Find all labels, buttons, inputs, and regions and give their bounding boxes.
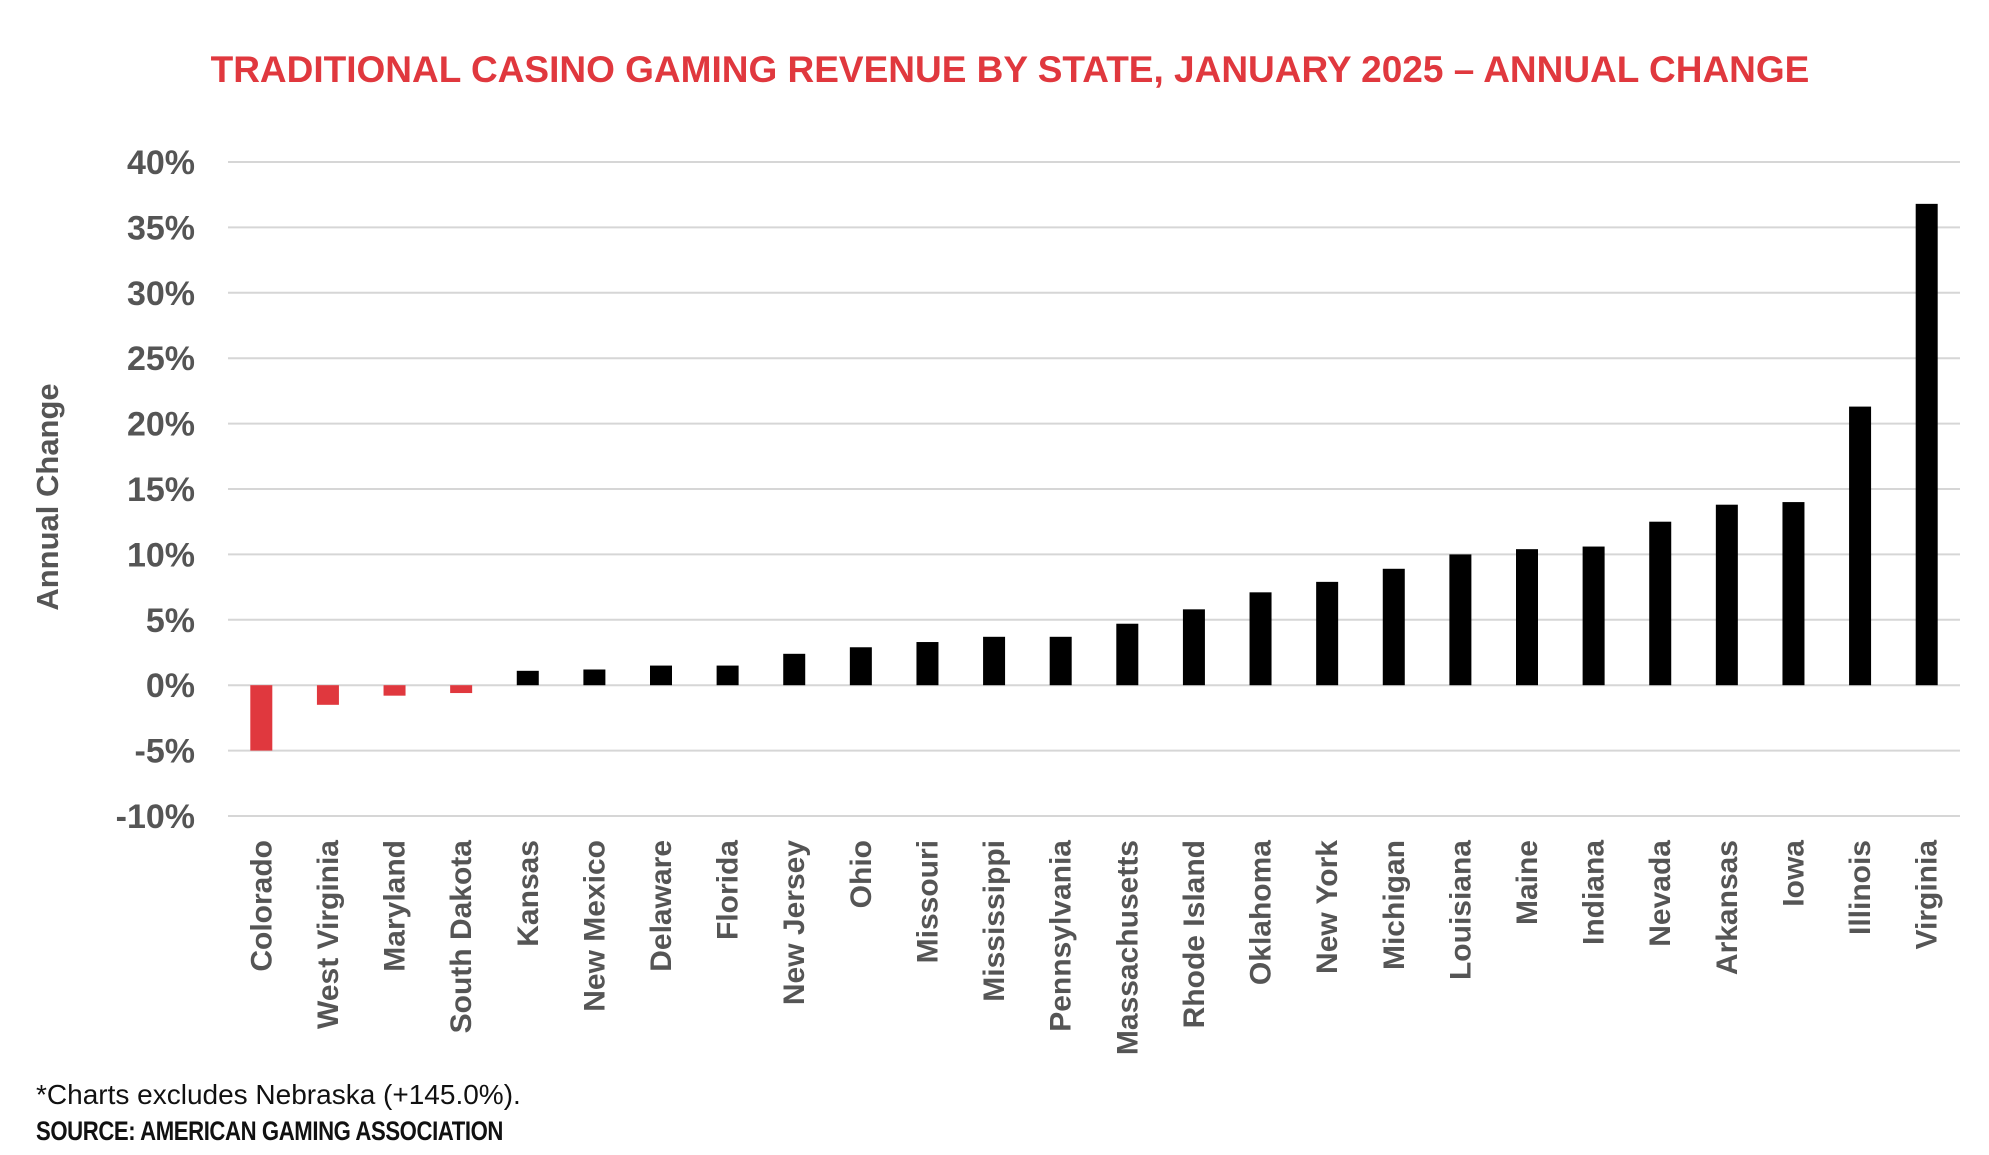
category-label: Nevada xyxy=(1644,840,1677,947)
category-label: Oklahoma xyxy=(1245,840,1278,985)
y-tick-label: 10% xyxy=(127,536,195,574)
category-label: Missouri xyxy=(911,840,944,963)
category-label: Delaware xyxy=(645,840,678,972)
gridlines xyxy=(228,161,1960,817)
source-note: SOURCE: AMERICAN GAMING ASSOCIATION xyxy=(36,1116,503,1146)
y-tick-label: -10% xyxy=(116,798,195,836)
category-label: Indiana xyxy=(1578,840,1611,945)
category-label: South Dakota xyxy=(445,840,478,1034)
bar-indiana xyxy=(1582,546,1605,686)
category-label: Maine xyxy=(1511,840,1544,925)
bar-south-dakota xyxy=(450,685,473,694)
bar-ohio xyxy=(849,647,872,686)
category-label: West Virginia xyxy=(312,840,345,1029)
y-tick-label: 40% xyxy=(127,144,195,182)
y-tick-label: 30% xyxy=(127,275,195,313)
bar-pennsylvania xyxy=(1049,636,1072,686)
bar-maryland xyxy=(383,685,406,696)
bar-arkansas xyxy=(1715,504,1738,686)
y-tick-label: 0% xyxy=(146,667,195,705)
category-label: New Mexico xyxy=(578,840,611,1012)
bar-illinois xyxy=(1849,406,1872,686)
y-tick-label: 20% xyxy=(127,406,195,444)
bar-oklahoma xyxy=(1249,592,1272,686)
bar-louisiana xyxy=(1449,554,1472,686)
y-tick-label: 35% xyxy=(127,209,195,247)
chart-title: TRADITIONAL CASINO GAMING REVENUE BY STA… xyxy=(211,49,1810,90)
bar-maine xyxy=(1516,549,1538,686)
bar-virginia xyxy=(1915,203,1938,686)
category-label: Michigan xyxy=(1378,840,1411,970)
y-tick-label: 25% xyxy=(127,340,195,378)
category-label: Pennsylvania xyxy=(1045,840,1078,1032)
category-label: Arkansas xyxy=(1711,840,1744,975)
bar-new-jersey xyxy=(783,653,806,686)
category-label: New Jersey xyxy=(778,840,811,1005)
category-label: Illinois xyxy=(1844,840,1877,935)
y-axis-ticks: 40% 35% 30% 25% 20% 15% 10% 5% 0% -5% -10% xyxy=(116,144,195,836)
bar-missouri xyxy=(916,642,939,686)
bar-rhode-island xyxy=(1182,609,1205,686)
bar-delaware xyxy=(650,665,672,686)
category-label: Ohio xyxy=(845,840,878,908)
x-axis-categories: Colorado West Virginia Maryland South Dakot… xyxy=(245,840,1943,1055)
footnote: *Charts excludes Nebraska (+145.0%). xyxy=(36,1079,521,1110)
category-label: Colorado xyxy=(245,840,278,972)
category-label: Maryland xyxy=(379,840,412,972)
bar-massachusetts xyxy=(1116,623,1139,686)
category-label: Massachusetts xyxy=(1111,840,1144,1055)
bar-mississippi xyxy=(983,636,1006,686)
category-label: New York xyxy=(1311,840,1344,974)
bar-michigan xyxy=(1382,568,1405,686)
category-label: Rhode Island xyxy=(1178,840,1211,1028)
y-tick-label: 5% xyxy=(146,602,195,640)
y-tick-label: -5% xyxy=(135,733,195,771)
category-label: Virginia xyxy=(1911,840,1944,950)
y-tick-label: 15% xyxy=(127,471,195,509)
category-label: Florida xyxy=(712,840,745,940)
bar-kansas xyxy=(516,670,539,686)
category-label: Iowa xyxy=(1777,840,1810,907)
bar-west-virginia xyxy=(316,685,339,705)
category-label: Louisiana xyxy=(1444,840,1477,980)
bars xyxy=(250,203,1938,751)
bar-iowa xyxy=(1782,502,1805,686)
y-axis-label: Annual Change xyxy=(30,383,65,610)
bar-florida xyxy=(716,665,739,686)
bar-new-mexico xyxy=(583,669,606,686)
bar-new-york xyxy=(1316,581,1339,686)
category-label: Mississippi xyxy=(978,840,1011,1002)
bar-colorado xyxy=(250,685,273,751)
bar-nevada xyxy=(1649,521,1672,686)
category-label: Kansas xyxy=(512,840,545,947)
